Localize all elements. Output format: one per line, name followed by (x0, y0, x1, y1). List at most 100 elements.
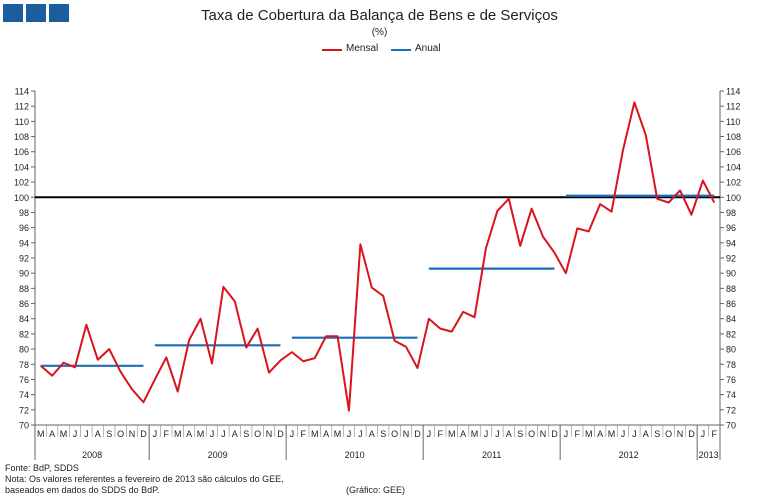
x-tick-label: D (551, 429, 558, 439)
x-tick-label: J (621, 429, 626, 439)
x-tick-label: F (712, 429, 718, 439)
x-tick-label: M (37, 429, 45, 439)
x-tick-label: A (49, 429, 55, 439)
y-tick-label-right: 90 (726, 269, 736, 279)
x-tick-label: M (60, 429, 68, 439)
x-tick-label: D (140, 429, 147, 439)
x-tick-label: J (632, 429, 637, 439)
y-tick-label-right: 108 (726, 132, 741, 142)
y-tick-label-right: 72 (726, 405, 736, 415)
y-tick-label-right: 112 (726, 102, 740, 112)
x-tick-label: M (448, 429, 456, 439)
x-tick-label: J (290, 429, 295, 439)
x-tick-label: F (438, 429, 444, 439)
y-tick-label-left: 72 (19, 405, 29, 415)
x-tick-label: M (471, 429, 479, 439)
x-tick-label: J (564, 429, 569, 439)
x-tick-label: J (701, 429, 706, 439)
y-tick-label-right: 82 (726, 329, 736, 339)
y-tick-label-left: 96 (19, 223, 29, 233)
logo (3, 4, 69, 22)
x-tick-label: D (414, 429, 421, 439)
y-tick-label-left: 112 (15, 102, 29, 112)
y-tick-label-left: 84 (19, 314, 29, 324)
x-tick-label: D (688, 429, 695, 439)
x-tick-label: M (197, 429, 205, 439)
chart-title: Taxa de Cobertura da Balança de Bens e d… (201, 7, 558, 24)
y-tick-label-right: 100 (726, 193, 741, 203)
x-tick-label: J (495, 429, 500, 439)
footer-note-line1: Nota: Os valores referentes a fevereiro … (5, 474, 284, 484)
y-tick-label-left: 82 (19, 329, 29, 339)
year-label: 2010 (345, 450, 365, 460)
x-tick-label: M (585, 429, 593, 439)
y-tick-label-left: 86 (19, 299, 29, 309)
y-tick-label-left: 106 (14, 147, 29, 157)
y-tick-label-left: 108 (14, 132, 29, 142)
y-tick-label-right: 94 (726, 238, 736, 248)
x-tick-label: A (597, 429, 603, 439)
x-tick-label: J (73, 429, 78, 439)
y-tick-label-left: 78 (19, 360, 29, 370)
year-label: 2009 (208, 450, 228, 460)
y-tick-label-right: 92 (726, 254, 736, 264)
x-tick-label: N (540, 429, 547, 439)
x-tick-label: A (186, 429, 192, 439)
x-tick-label: A (369, 429, 375, 439)
y-tick-label-left: 80 (19, 345, 29, 355)
x-tick-label: D (277, 429, 284, 439)
x-tick-label: M (334, 429, 342, 439)
y-tick-label-right: 78 (726, 360, 736, 370)
x-tick-label: S (106, 429, 112, 439)
legend-anual-swatch (391, 49, 411, 51)
x-tick-label: A (95, 429, 101, 439)
y-tick-label-left: 92 (19, 254, 29, 264)
x-tick-label: S (517, 429, 523, 439)
x-tick-label: F (301, 429, 307, 439)
chart-subtitle: (%) (371, 27, 388, 38)
y-tick-label-right: 104 (726, 162, 741, 172)
y-tick-label-left: 74 (19, 390, 29, 400)
y-tick-label-right: 102 (726, 178, 741, 188)
chart-plot: 70 70 72 72 74 74 76 76 78 78 80 80 82 82 84 84 86 86 88 88… (14, 87, 741, 460)
x-tick-label: N (266, 429, 273, 439)
y-tick-label-right: 76 (726, 375, 736, 385)
legend: Mensal Anual (300, 43, 460, 57)
x-tick-label: J (358, 429, 363, 439)
footer-note-line2: baseados em dados do SDDS do BdP. (5, 485, 160, 495)
year-label: 2008 (82, 450, 102, 460)
y-tick-label-left: 104 (14, 162, 29, 172)
footer-credit: (Gráfico: GEE) (346, 485, 406, 495)
x-tick-label: A (323, 429, 329, 439)
x-tick-label: J (153, 429, 158, 439)
mensal-series-line (40, 101, 716, 412)
legend-mensal-swatch (322, 49, 342, 51)
x-tick-label: O (117, 429, 124, 439)
x-tick-label: J (427, 429, 432, 439)
x-tick-label: A (643, 429, 649, 439)
x-tick-label: F (575, 429, 581, 439)
y-tick-label-left: 114 (15, 87, 29, 97)
x-tick-label: O (665, 429, 672, 439)
y-tick-label-right: 114 (726, 87, 740, 97)
x-tick-label: M (174, 429, 182, 439)
x-tick-label: J (484, 429, 489, 439)
y-tick-label-right: 70 (726, 421, 736, 431)
logo-block-1 (3, 4, 23, 22)
y-tick-label-left: 94 (19, 238, 29, 248)
y-tick-label-left: 98 (19, 208, 29, 218)
x-tick-label: M (608, 429, 616, 439)
y-tick-label-left: 100 (14, 193, 29, 203)
legend-mensal-label: Mensal (346, 43, 379, 54)
y-tick-label-left: 90 (19, 269, 29, 279)
footer-source: Fonte: BdP, SDDS (5, 463, 79, 473)
x-tick-label: S (654, 429, 660, 439)
x-tick-label: J (221, 429, 226, 439)
x-tick-label: O (391, 429, 398, 439)
x-tick-label: J (84, 429, 89, 439)
y-tick-label-left: 76 (19, 375, 29, 385)
y-tick-label-right: 84 (726, 314, 736, 324)
year-label: 2011 (482, 450, 501, 460)
x-tick-label: O (254, 429, 261, 439)
x-tick-label: A (460, 429, 466, 439)
